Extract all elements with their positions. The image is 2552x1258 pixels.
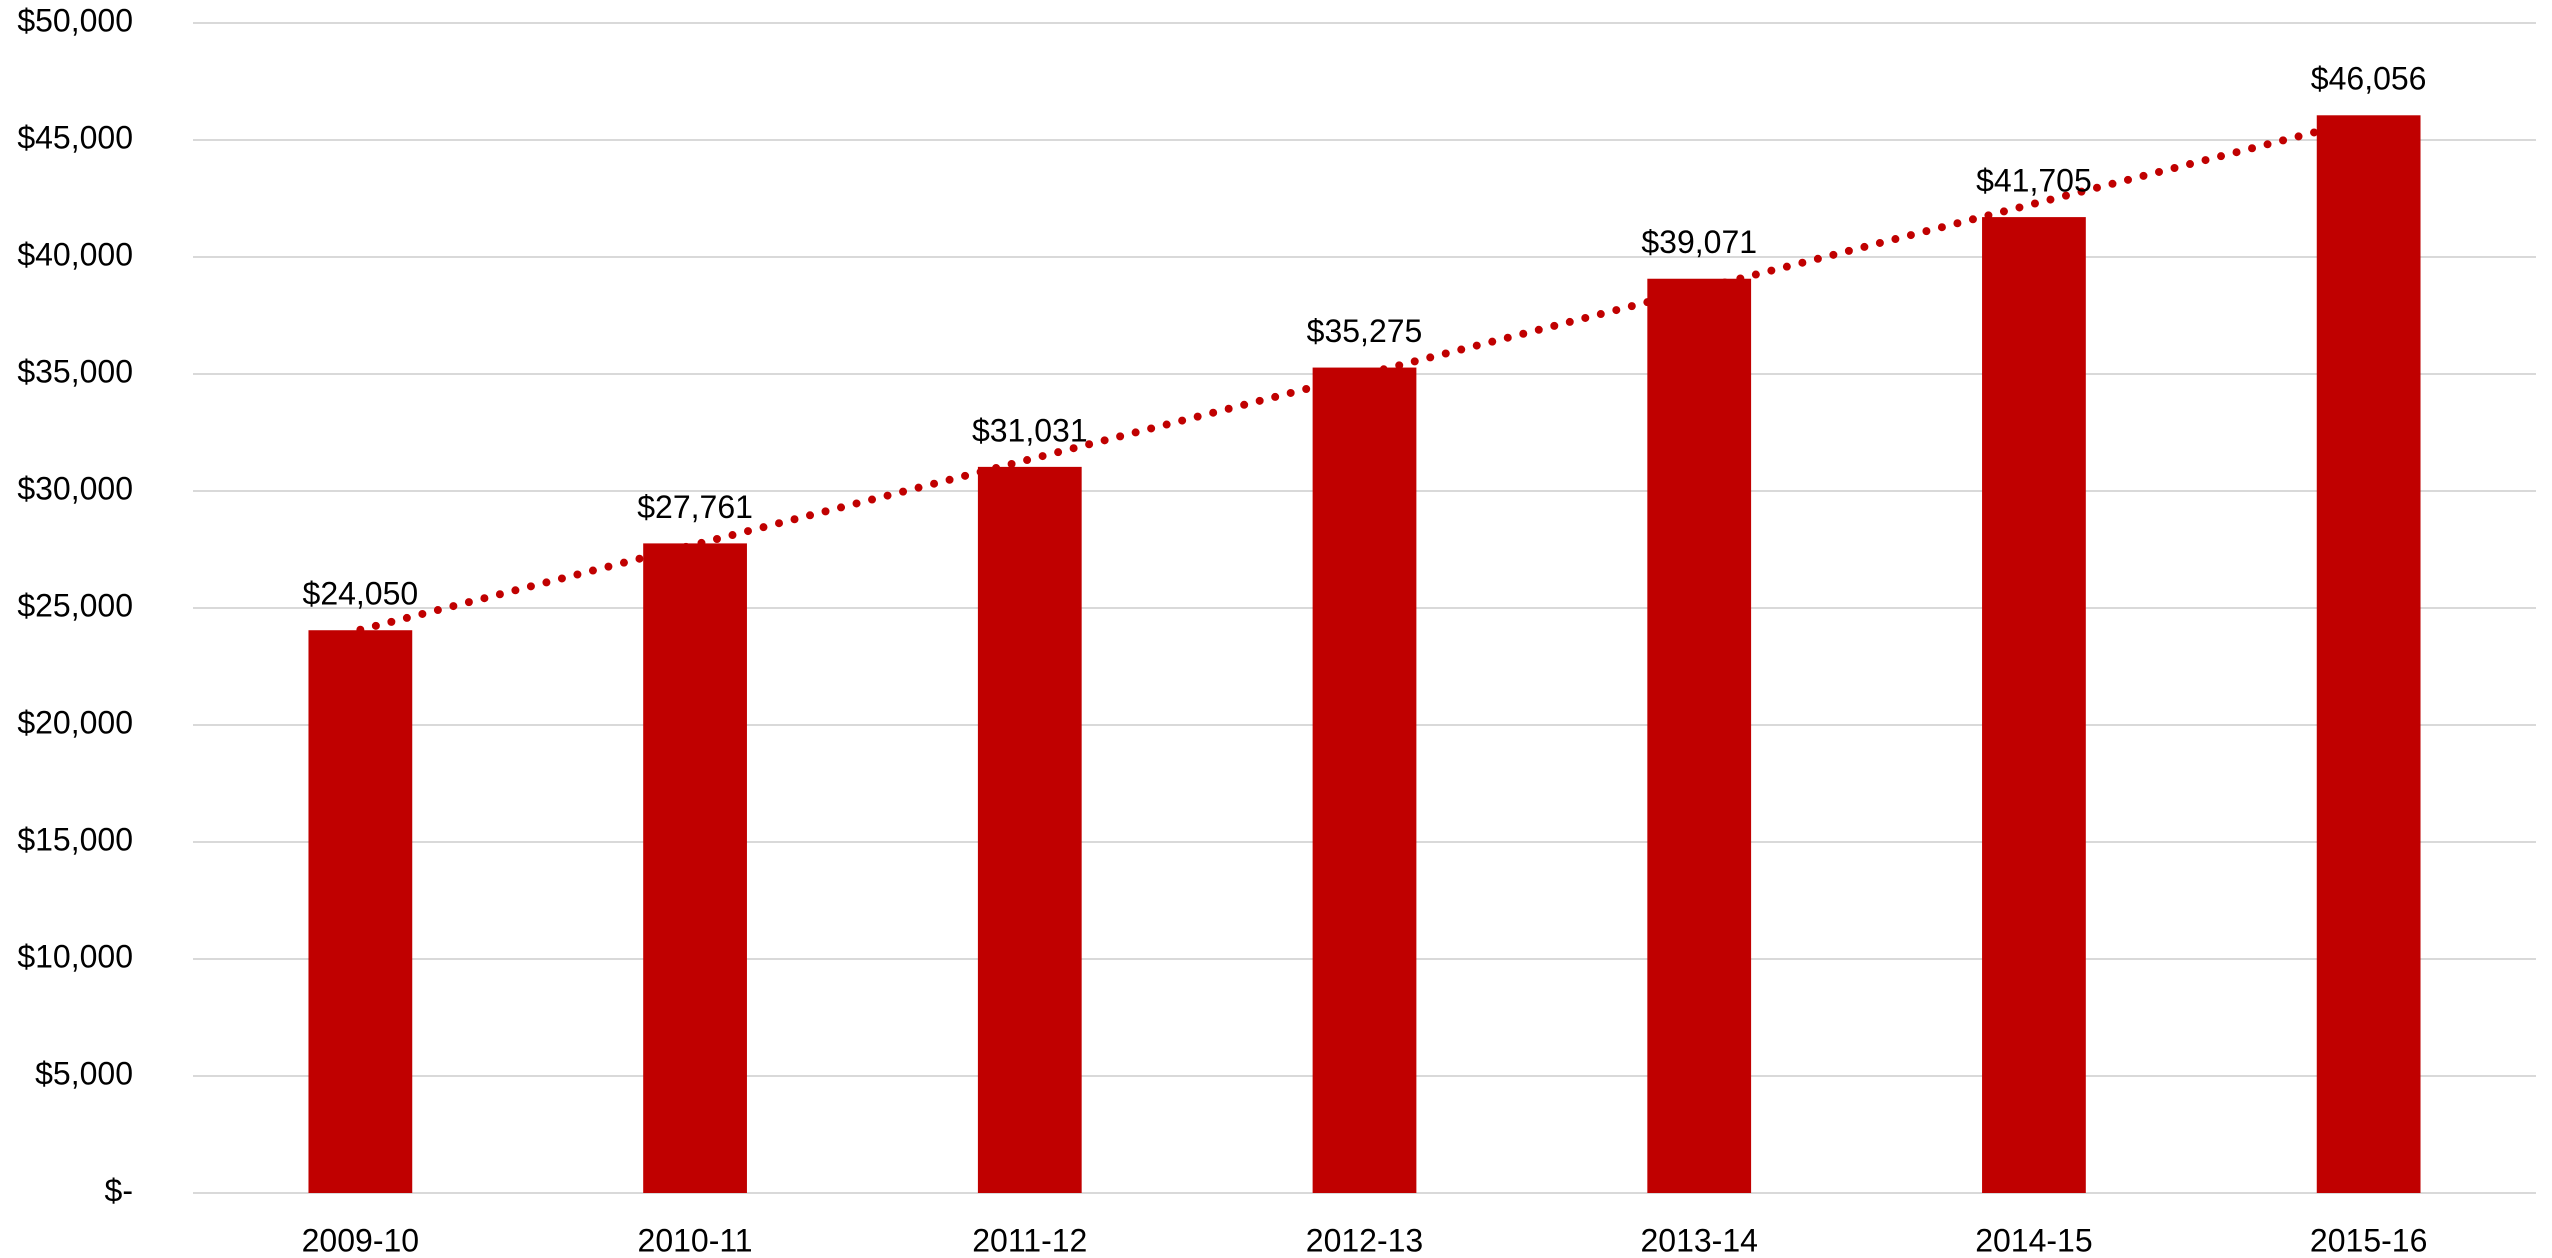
y-tick-label: $15,000: [17, 821, 133, 857]
y-tick-label: $20,000: [17, 704, 133, 740]
y-tick-label: $30,000: [17, 470, 133, 506]
data-label: $41,705: [1976, 163, 2092, 199]
y-tick-label: $-: [105, 1172, 133, 1208]
x-tick-label: 2012-13: [1306, 1222, 1423, 1258]
y-tick-label: $35,000: [17, 353, 133, 389]
data-label: $35,275: [1307, 313, 1423, 349]
x-tick-label: 2014-15: [1975, 1222, 2092, 1258]
bar: [1647, 278, 1752, 1193]
y-tick-label: $45,000: [17, 119, 133, 155]
x-tick-label: 2011-12: [972, 1222, 1087, 1258]
x-tick-label: 2013-14: [1640, 1222, 1757, 1258]
bar: [2316, 115, 2421, 1194]
x-tick-label: 2015-16: [2310, 1222, 2427, 1258]
bar: [1312, 367, 1417, 1193]
x-tick-label: 2009-10: [302, 1222, 419, 1258]
y-tick-label: $50,000: [17, 2, 133, 38]
y-tick-label: $40,000: [17, 236, 133, 272]
y-tick-label: $25,000: [17, 587, 133, 623]
data-label: $31,031: [972, 412, 1088, 448]
trendline: [356, 114, 2373, 634]
bar: [977, 466, 1082, 1193]
bar: [643, 543, 747, 1193]
x-tick-label: 2010-11: [638, 1222, 753, 1258]
data-label: $24,050: [303, 576, 419, 612]
data-label: $39,071: [1641, 224, 1757, 260]
bar: [308, 630, 413, 1193]
bar: [1982, 217, 2086, 1193]
data-label: $27,761: [637, 489, 753, 525]
data-label: $46,056: [2311, 61, 2427, 97]
y-tick-label: $10,000: [17, 938, 133, 974]
y-tick-label: $5,000: [35, 1055, 133, 1091]
